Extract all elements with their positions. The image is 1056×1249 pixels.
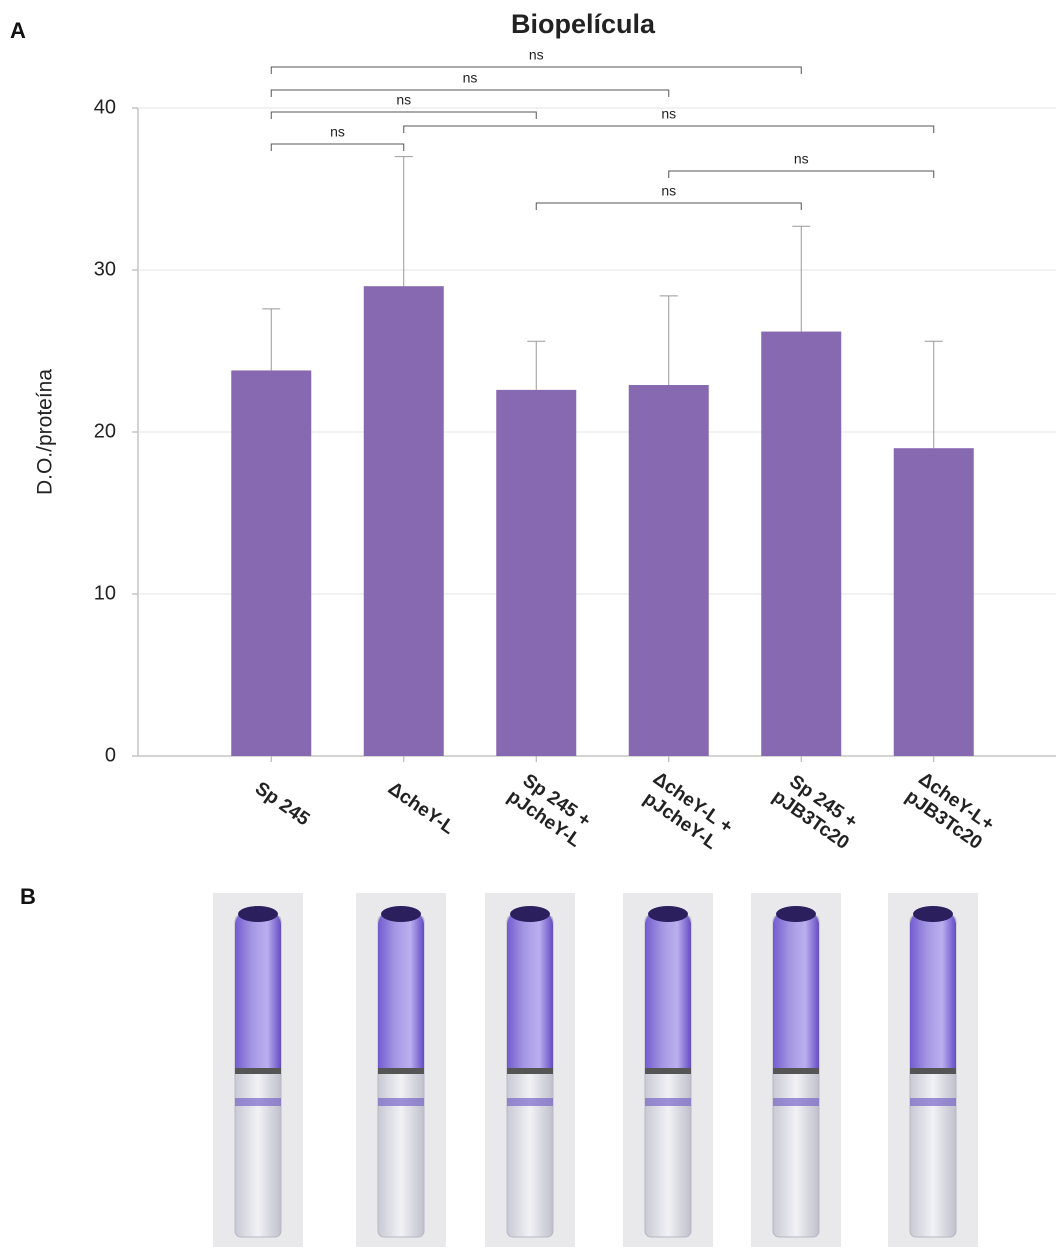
bar — [231, 370, 311, 756]
significance-bracket — [271, 144, 404, 151]
tube-ring — [507, 1068, 553, 1074]
chart: Biopelícula D.O./proteína 0 10 20 30 40 ns ns n… — [0, 0, 1056, 1249]
y-tick-label: 20 — [94, 420, 116, 442]
tube-stain — [645, 907, 691, 1068]
tube-band — [910, 1098, 956, 1106]
significance-label: ns — [661, 183, 676, 199]
tube-ring — [235, 1068, 281, 1074]
tube-meniscus — [776, 906, 816, 922]
tube-ring — [378, 1068, 424, 1074]
tube-stain — [507, 907, 553, 1068]
tube-stain — [910, 907, 956, 1068]
y-tick-label: 40 — [94, 96, 116, 118]
tube-ring — [773, 1068, 819, 1074]
bar — [496, 390, 576, 756]
tube-ring — [645, 1068, 691, 1074]
tube-meniscus — [648, 906, 688, 922]
tube-meniscus — [381, 906, 421, 922]
significance-label: ns — [330, 124, 345, 140]
tube-meniscus — [913, 906, 953, 922]
y-tick-label: 0 — [105, 744, 116, 766]
tube-meniscus — [238, 906, 278, 922]
tube-ring — [910, 1068, 956, 1074]
bar — [364, 286, 444, 756]
tube-band — [645, 1098, 691, 1106]
significance-bracket — [536, 203, 801, 210]
significance-bracket — [669, 171, 934, 178]
tube-band — [235, 1098, 281, 1106]
page: A B Biopelícula D.O./proteína 010203040n… — [0, 0, 1056, 1249]
y-tick-label: 30 — [94, 258, 116, 280]
significance-bracket — [271, 67, 801, 74]
tube-meniscus — [510, 906, 550, 922]
significance-bracket — [271, 90, 669, 97]
tube-band — [378, 1098, 424, 1106]
y-axis-label: D.O./proteína — [34, 369, 57, 495]
significance-bracket — [404, 126, 934, 133]
tube-stain — [773, 907, 819, 1068]
bar — [761, 332, 841, 756]
significance-label: ns — [794, 151, 809, 167]
bar — [894, 448, 974, 756]
significance-label: ns — [463, 70, 478, 86]
significance-label: ns — [396, 92, 411, 108]
significance-label: ns — [529, 47, 544, 63]
tube-photos — [213, 893, 978, 1247]
tube-band — [773, 1098, 819, 1106]
tube-stain — [378, 907, 424, 1068]
significance-label: ns — [661, 106, 676, 122]
tube-stain — [235, 907, 281, 1068]
tube-band — [507, 1098, 553, 1106]
bar — [629, 385, 709, 756]
y-tick-label: 10 — [94, 582, 116, 604]
chart-title: Biopelícula — [511, 9, 656, 39]
significance-bracket — [271, 112, 536, 119]
